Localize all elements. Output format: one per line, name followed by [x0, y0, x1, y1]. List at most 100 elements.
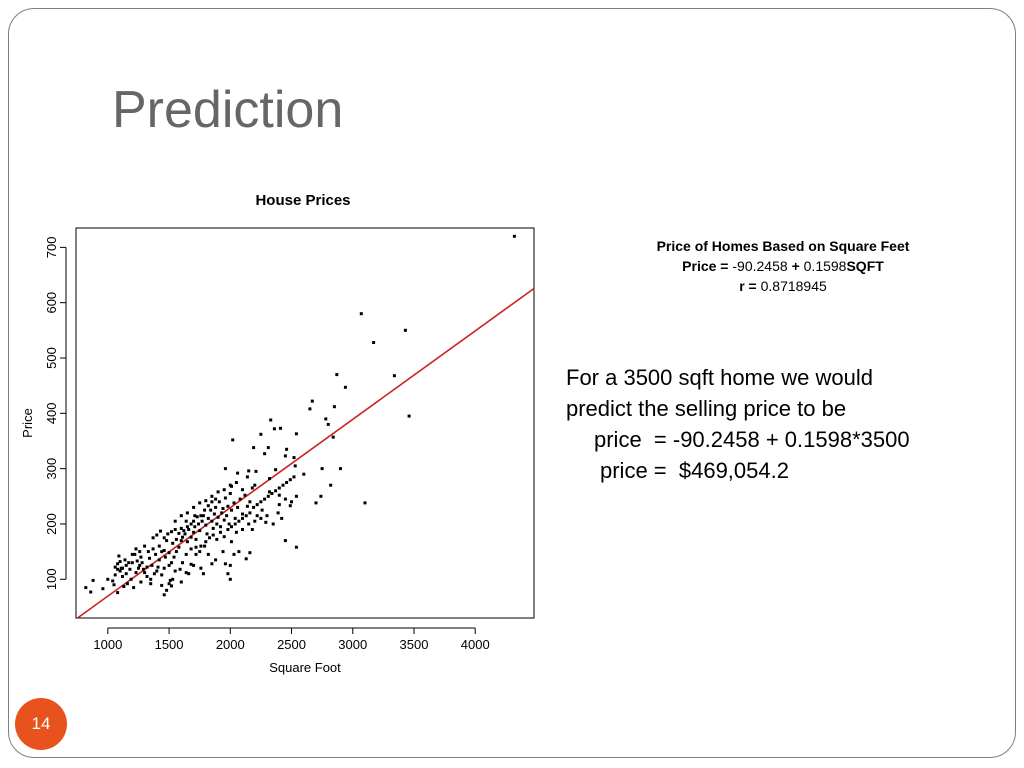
- data-point: [187, 572, 191, 576]
- data-point: [211, 526, 215, 530]
- data-point: [151, 536, 155, 540]
- page-title: Prediction: [112, 81, 344, 139]
- data-point: [211, 533, 215, 537]
- data-point: [113, 565, 117, 569]
- data-point: [132, 586, 136, 590]
- data-point: [149, 577, 153, 581]
- data-point: [283, 497, 287, 501]
- data-point: [260, 508, 264, 512]
- x-tick-label: 2000: [216, 637, 245, 652]
- data-point: [314, 501, 318, 505]
- data-point: [372, 341, 376, 344]
- data-point: [292, 475, 296, 479]
- data-point: [163, 555, 167, 559]
- data-point: [222, 488, 226, 492]
- data-point: [184, 571, 188, 575]
- data-point: [283, 539, 287, 543]
- data-point: [170, 561, 173, 565]
- data-point: [247, 522, 251, 526]
- x-axis-label: Square Foot: [269, 660, 341, 675]
- chart-title: House Prices: [255, 192, 350, 209]
- data-point: [162, 536, 166, 540]
- data-point: [124, 563, 128, 567]
- data-point: [225, 514, 229, 518]
- data-point: [155, 533, 159, 537]
- data-point: [271, 522, 275, 526]
- data-point: [210, 500, 214, 504]
- data-point: [116, 567, 120, 571]
- data-point: [363, 501, 367, 505]
- data-point: [223, 467, 227, 471]
- data-point: [269, 418, 273, 422]
- data-point: [181, 561, 184, 565]
- data-point: [133, 552, 137, 556]
- slide-number: 14: [31, 714, 51, 733]
- data-point: [167, 582, 171, 586]
- data-point: [236, 505, 240, 509]
- data-point: [173, 569, 177, 573]
- data-point: [227, 522, 231, 526]
- data-point: [206, 516, 210, 520]
- data-point: [165, 588, 169, 592]
- data-point: [255, 503, 259, 507]
- data-point: [294, 545, 298, 549]
- data-point: [272, 427, 276, 431]
- x-tick-label: 1500: [155, 637, 184, 652]
- regression-line: [77, 287, 535, 619]
- x-tick-label: 3000: [338, 637, 367, 652]
- data-point: [200, 519, 204, 523]
- data-point: [223, 562, 227, 566]
- data-point: [168, 578, 172, 582]
- data-point: [185, 511, 189, 515]
- data-point: [230, 525, 233, 529]
- data-point: [241, 516, 244, 520]
- data-point: [283, 454, 287, 458]
- data-point: [212, 512, 216, 516]
- data-point: [134, 571, 138, 575]
- data-point: [199, 514, 203, 518]
- data-point: [192, 505, 196, 509]
- data-point: [320, 467, 324, 471]
- data-point: [198, 529, 202, 533]
- data-point: [206, 504, 210, 508]
- data-point: [160, 550, 164, 554]
- data-point: [141, 567, 145, 571]
- data-point: [185, 540, 189, 544]
- data-point: [232, 501, 236, 505]
- data-point: [157, 544, 161, 548]
- data-point: [228, 563, 232, 567]
- data-point: [288, 478, 292, 482]
- data-point: [170, 530, 173, 534]
- data-point: [162, 549, 166, 552]
- data-point: [160, 583, 164, 587]
- y-tick-label: 200: [44, 513, 59, 535]
- data-point: [343, 385, 347, 389]
- data-point: [171, 541, 175, 545]
- data-point: [182, 529, 186, 533]
- data-point: [274, 468, 278, 472]
- data-point: [170, 584, 173, 588]
- prediction-line-2: predict the selling price to be: [566, 396, 847, 421]
- data-point: [139, 555, 143, 559]
- data-point: [285, 447, 289, 451]
- data-point: [280, 516, 284, 520]
- data-point: [198, 501, 202, 505]
- data-point: [137, 566, 140, 570]
- data-point: [238, 497, 242, 501]
- data-point: [228, 492, 232, 495]
- data-point: [215, 537, 219, 541]
- data-point: [101, 587, 105, 591]
- data-point: [192, 519, 196, 523]
- data-point: [162, 566, 166, 570]
- slide-number-badge: 14: [15, 698, 67, 750]
- data-point: [189, 547, 193, 551]
- data-point: [143, 544, 147, 548]
- data-point: [194, 537, 198, 541]
- data-point: [226, 572, 230, 576]
- data-point: [209, 508, 213, 512]
- data-point: [228, 483, 232, 487]
- data-point: [193, 514, 197, 518]
- data-point: [329, 483, 333, 487]
- data-point: [185, 525, 189, 529]
- data-point: [221, 550, 225, 554]
